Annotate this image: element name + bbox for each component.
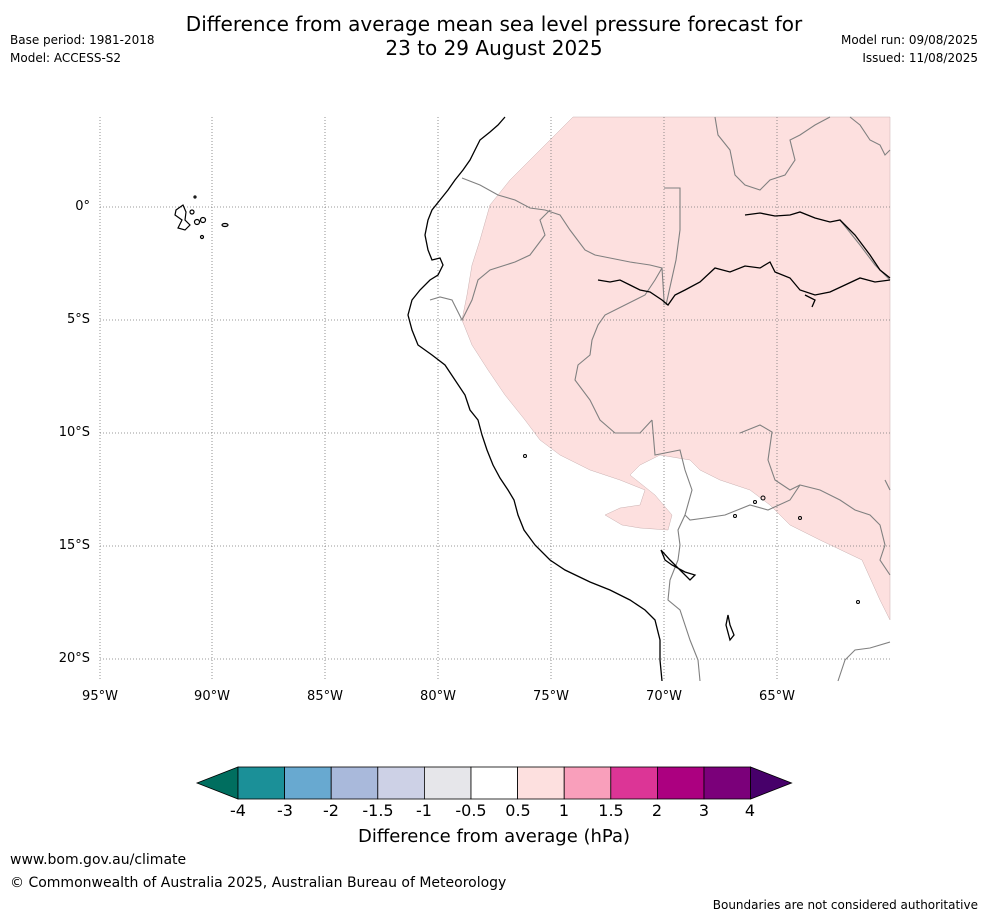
- colorbar-cell: [563, 766, 612, 800]
- colorbar-cell: [517, 766, 565, 800]
- base-period: Base period: 1981-2018: [10, 33, 155, 47]
- country-borders: [429, 116, 891, 682]
- colorbar-label: 3: [698, 801, 710, 820]
- colorbar-label: -4: [230, 801, 246, 820]
- colorbar-title: Difference from average (hPa): [357, 826, 631, 847]
- footer-url: www.bom.gov.au/climate: [10, 852, 187, 868]
- title-line-1: Difference from average mean sea level p…: [185, 12, 803, 36]
- colorbar-label: 4: [744, 801, 756, 820]
- colorbar-label: -3: [277, 801, 293, 820]
- lon-label-95w: 95°W: [82, 689, 118, 704]
- colorbar-label: -0.5: [455, 801, 487, 820]
- colorbar-cell: [610, 766, 658, 800]
- small-features: [523, 454, 860, 604]
- issued-date: Issued: 11/08/2025: [862, 51, 978, 65]
- colorbar-cell: [237, 766, 285, 800]
- colorbar-cell: [377, 766, 425, 800]
- lon-label-75w: 75°W: [533, 689, 569, 704]
- lat-label-0: 0°: [75, 199, 90, 214]
- model-run: Model run: 09/08/2025: [840, 33, 978, 47]
- colorbar-cell: [423, 766, 472, 800]
- colorbar-label: -2: [323, 801, 339, 820]
- colorbar-cell: [470, 766, 518, 800]
- colorbar-cell: [703, 766, 751, 800]
- lat-label-20s: 20°S: [58, 651, 90, 666]
- title-line-2: 23 to 29 August 2025: [385, 36, 603, 60]
- lon-label-90w: 90°W: [194, 689, 230, 704]
- anomaly-region: [461, 116, 891, 621]
- graticule: [99, 117, 890, 681]
- colorbar-label: 1: [558, 801, 570, 820]
- colorbar-label: 2: [651, 801, 663, 820]
- lon-label-80w: 80°W: [420, 689, 456, 704]
- colorbar-cell: [656, 766, 705, 800]
- colorbar-extend-low: [195, 766, 239, 800]
- lat-label-5s: 5°S: [66, 312, 90, 327]
- colorbar-label: 0.5: [505, 801, 531, 820]
- colorbar-cell: [284, 766, 332, 800]
- galapagos-islands: [174, 195, 229, 240]
- lat-label-15s: 15°S: [58, 538, 90, 553]
- meta-left: Base period: 1981-2018 Model: ACCESS-S2: [10, 31, 155, 67]
- meta-right: Model run: 09/08/2025 Issued: 11/08/2025: [841, 31, 978, 67]
- model-name: Model: ACCESS-S2: [10, 51, 122, 65]
- colorbar-cell: [330, 766, 379, 800]
- colorbar: [195, 766, 793, 800]
- coastlines: [407, 116, 891, 682]
- lat-label-10s: 10°S: [58, 425, 90, 440]
- lon-label-85w: 85°W: [307, 689, 343, 704]
- colorbar-label: -1: [416, 801, 432, 820]
- colorbar-label: 1.5: [598, 801, 624, 820]
- colorbar-label: -1.5: [362, 801, 394, 820]
- lon-label-70w: 70°W: [646, 689, 682, 704]
- lon-label-65w: 65°W: [759, 689, 795, 704]
- map-title: Difference from average mean sea level p…: [0, 12, 988, 60]
- footer-copyright: © Commonwealth of Australia 2025, Austra…: [10, 875, 507, 891]
- footer-disclaimer: Boundaries are not considered authoritat…: [712, 898, 978, 912]
- colorbar-extend-high: [750, 766, 793, 800]
